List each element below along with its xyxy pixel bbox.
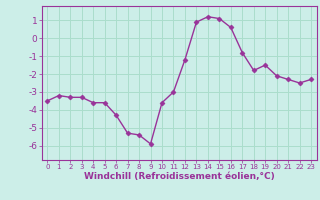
X-axis label: Windchill (Refroidissement éolien,°C): Windchill (Refroidissement éolien,°C) [84,172,275,181]
